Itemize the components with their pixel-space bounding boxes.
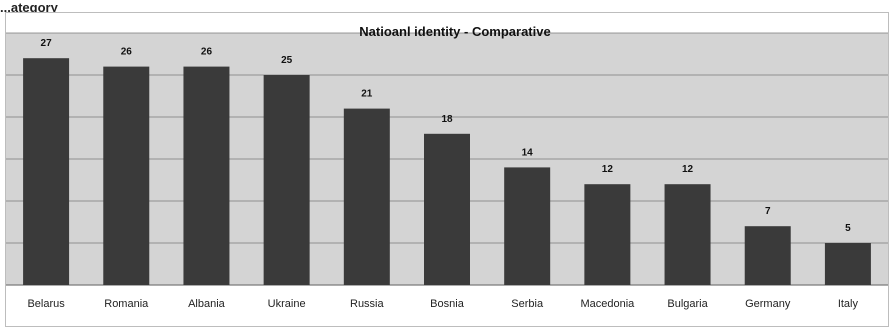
category-label: Italy [838, 298, 859, 310]
bar-value-label: 12 [602, 164, 614, 175]
bar-value-label: 18 [441, 114, 453, 125]
bar-romania [103, 66, 150, 285]
bar-bulgaria [664, 184, 711, 285]
category-label: Romania [104, 298, 149, 310]
bar-value-label: 7 [765, 206, 771, 217]
bar-russia [343, 108, 390, 285]
bar-value-labels: 27 26 26 25 21 18 14 12 12 7 5 [41, 38, 852, 234]
category-label: Bosnia [430, 298, 465, 310]
chart-title: Natioanl identity - Comparative [359, 24, 550, 39]
bar-belarus [23, 58, 70, 286]
category-label: Macedonia [580, 298, 635, 310]
bar-serbia [504, 167, 551, 285]
bar-value-label: 26 [201, 47, 213, 58]
category-label: Belarus [27, 298, 65, 310]
category-label: Serbia [511, 298, 544, 310]
category-label: Bulgaria [667, 298, 708, 310]
bar-germany [744, 226, 791, 285]
category-label: Germany [745, 298, 791, 310]
category-labels: Belarus Romania Albania Ukraine Russia Bosnia… [27, 298, 858, 310]
bar-albania [183, 66, 230, 285]
bar-macedonia [584, 184, 631, 285]
bar-value-label: 5 [845, 223, 851, 234]
top-caption: ...ategory [0, 0, 58, 15]
category-label: Ukraine [268, 298, 306, 310]
bar-value-label: 12 [682, 164, 694, 175]
bar-value-label: 26 [121, 47, 133, 58]
bar-value-label: 25 [281, 55, 293, 66]
bar-bosnia [424, 133, 470, 285]
bar-value-label: 27 [41, 38, 53, 49]
bar-italy [824, 243, 871, 285]
bar-ukraine [263, 75, 310, 285]
category-label: Russia [350, 298, 385, 310]
bars [23, 58, 871, 286]
bar-value-label: 21 [361, 89, 373, 100]
bar-value-label: 14 [522, 147, 534, 158]
category-label: Albania [188, 298, 226, 310]
